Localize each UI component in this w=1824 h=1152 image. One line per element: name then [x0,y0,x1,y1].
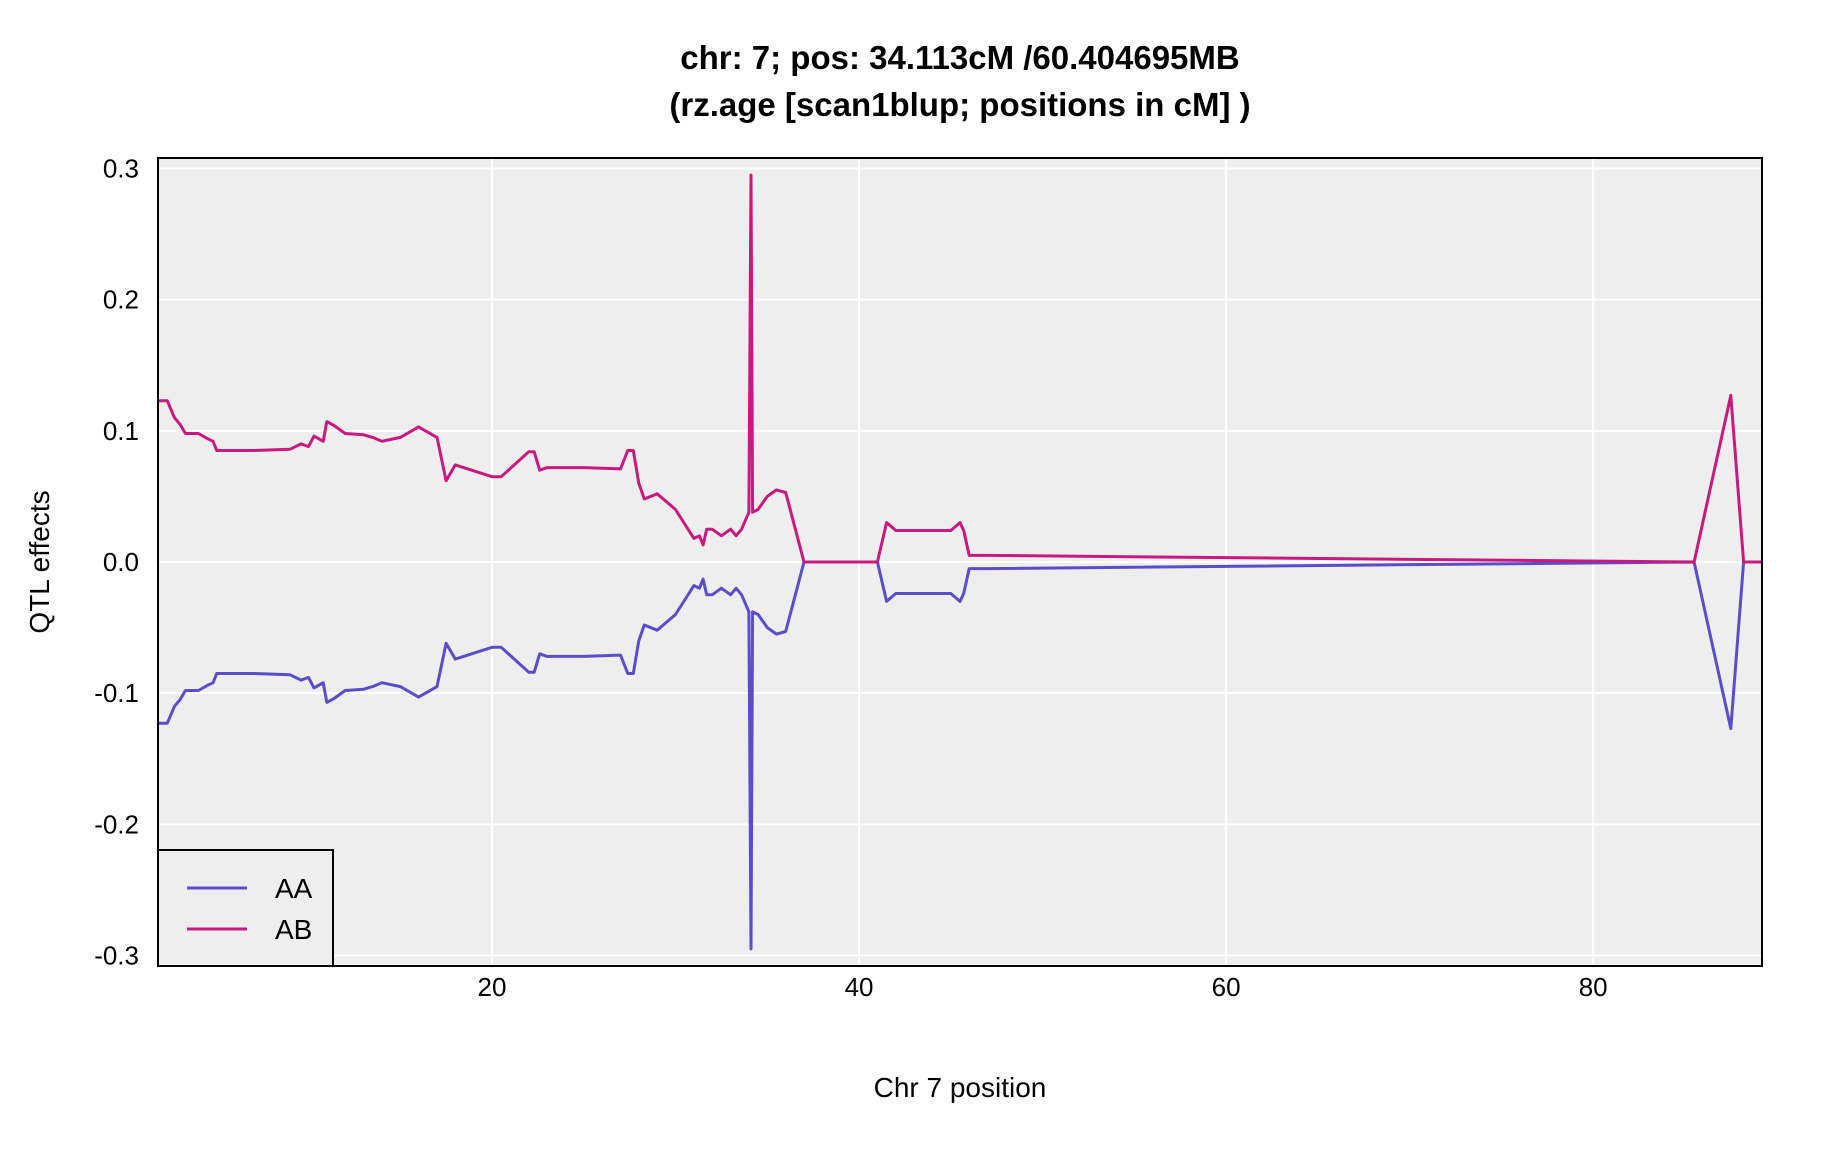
x-tick-label: 20 [478,972,507,1002]
legend-label-aa: AA [275,873,313,904]
chart-title-line1: chr: 7; pos: 34.113cM /60.404695MB [680,39,1239,76]
y-tick-label: -0.1 [94,678,139,708]
legend: AA AB [157,849,334,967]
y-tick-label: 0.1 [103,416,139,446]
plot-frame [157,157,1763,967]
x-tick-label: 40 [845,972,874,1002]
y-tick-label: -0.2 [94,809,139,839]
legend-label-ab: AB [275,914,312,945]
y-tick-label: 0.0 [103,547,139,577]
x-axis-label: Chr 7 position [874,1072,1047,1103]
y-tick-label: 0.2 [103,285,139,315]
series-line-aa [158,560,1762,951]
x-tick-label: 60 [1212,972,1241,1002]
legend-box [157,849,334,967]
x-tick-label: 80 [1579,972,1608,1002]
x-axis-ticks: 20 40 60 80 [478,972,1608,1002]
series-line-ab [158,173,1762,564]
y-tick-label: 0.3 [103,153,139,183]
chart-title-line2: (rz.age [scan1blup; positions in cM] ) [669,86,1250,123]
series-lines [158,173,1762,951]
y-axis-label: QTL effects [24,490,55,633]
y-tick-label: -0.3 [94,941,139,971]
y-axis-ticks: -0.3 -0.2 -0.1 0.0 0.1 0.2 0.3 [94,153,139,970]
